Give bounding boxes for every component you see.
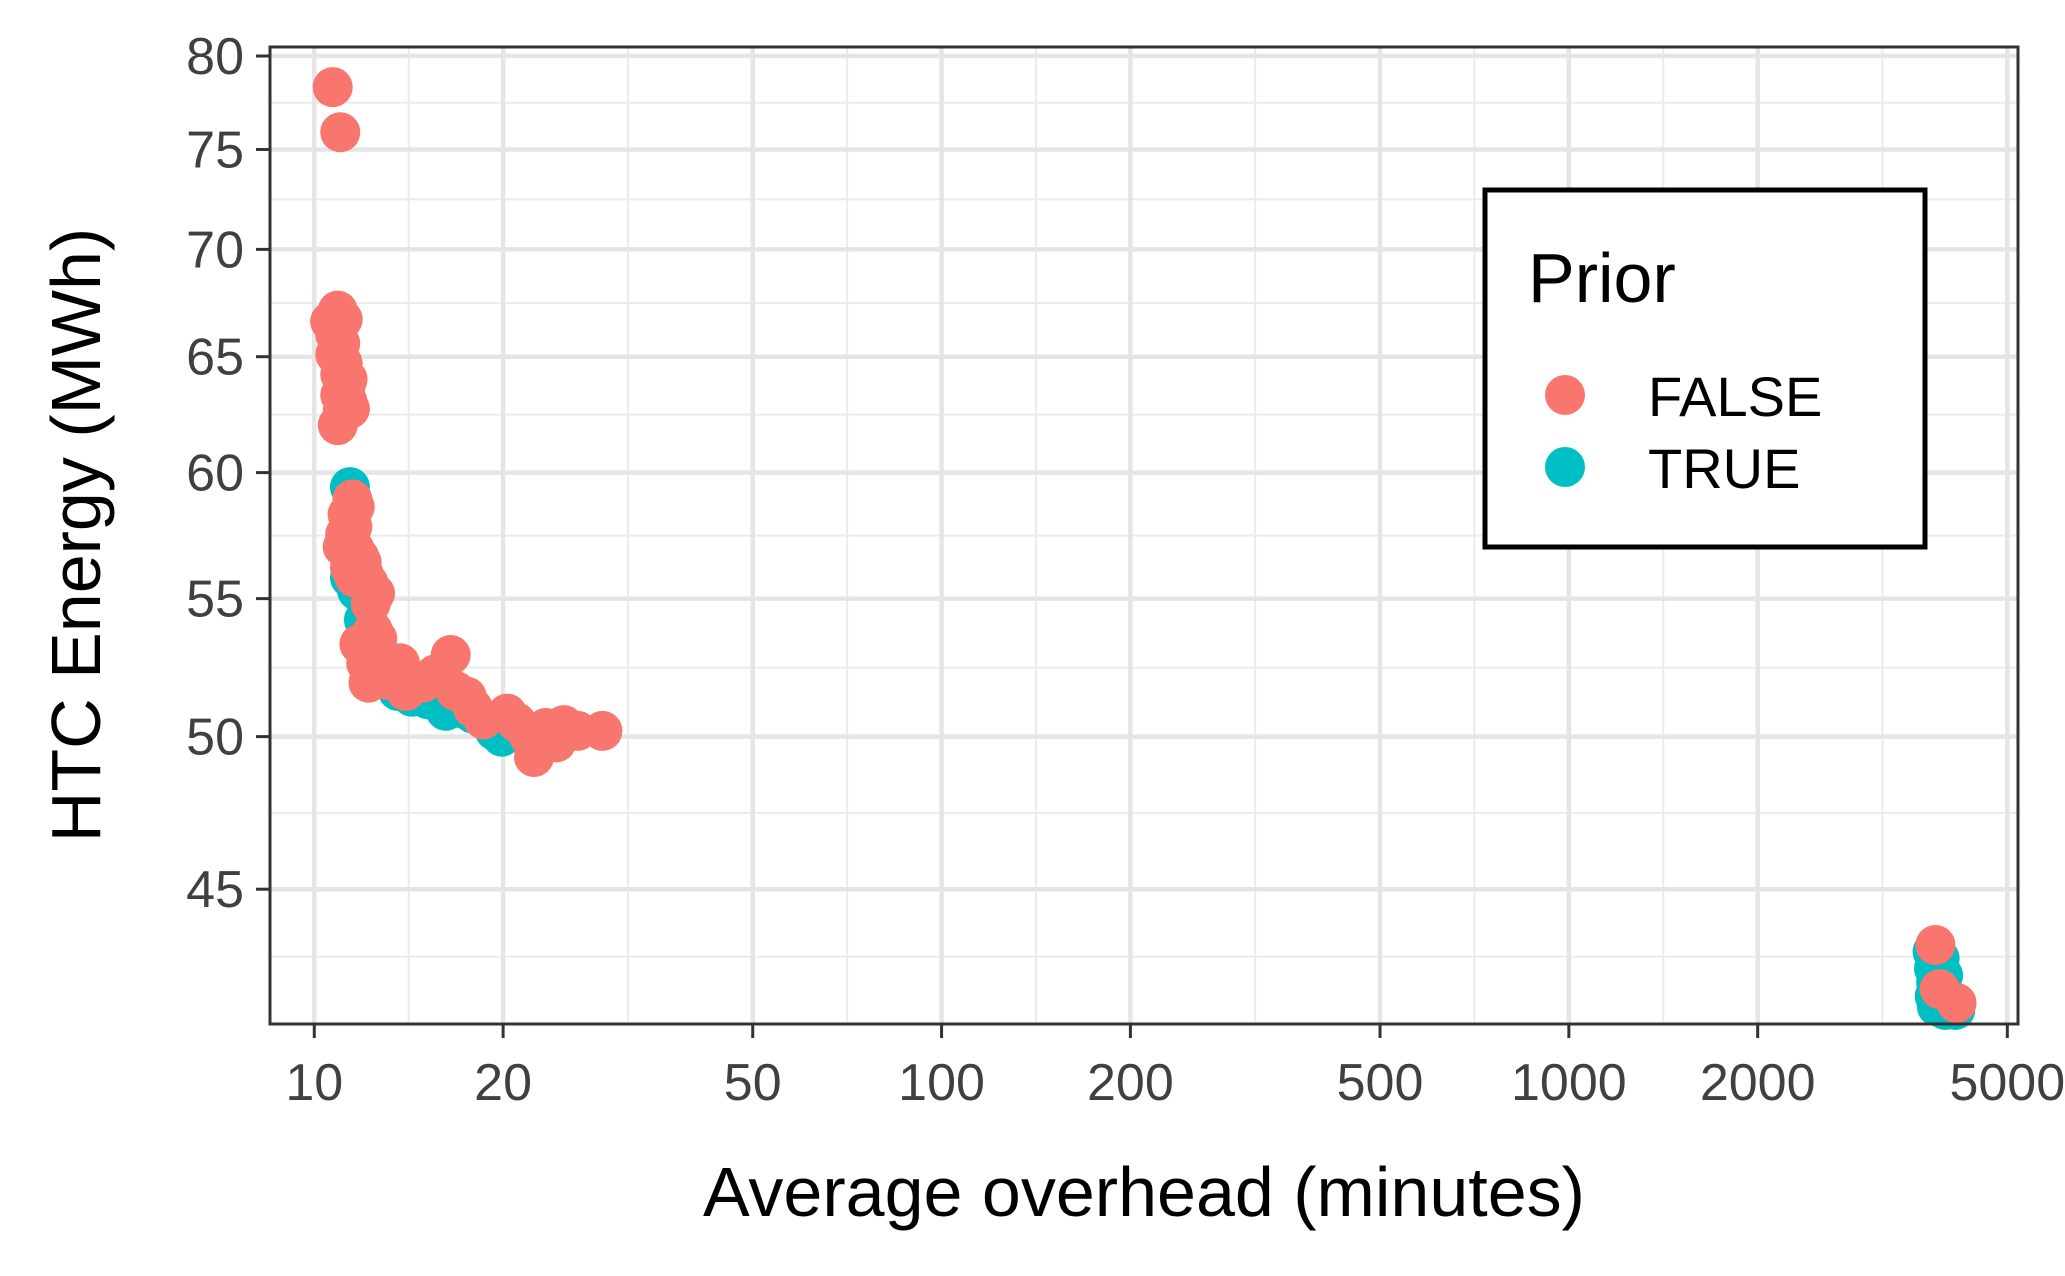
y-tick-label: 80 [186, 28, 244, 86]
y-axis-title: HTC Energy (MWh) [37, 228, 115, 842]
y-tick-label: 75 [186, 121, 244, 179]
y-tick-label: 45 [186, 861, 244, 919]
legend-label-true: TRUE [1648, 437, 1800, 500]
point-false [530, 713, 571, 754]
legend-title: Prior [1528, 239, 1676, 317]
y-tick-label: 55 [186, 571, 244, 629]
legend: Prior FALSE TRUE [1482, 187, 1928, 550]
x-axis: 10 20 50 100 200 500 1000 2000 5000 [285, 1024, 2065, 1112]
x-axis-title: Average overhead (minutes) [703, 1153, 1585, 1231]
x-tick-label: 5000 [1949, 1054, 2065, 1112]
point-false [317, 405, 358, 446]
x-tick-label: 200 [1087, 1054, 1174, 1112]
x-tick-label: 20 [474, 1054, 532, 1112]
point-false [320, 112, 361, 153]
y-tick-label: 50 [186, 709, 244, 767]
point-false [582, 710, 623, 751]
legend-label-false: FALSE [1648, 365, 1822, 428]
plot-panel-border [268, 45, 2020, 1026]
legend-key-true [1545, 447, 1585, 487]
point-false [430, 634, 471, 675]
x-tick-label: 50 [724, 1054, 782, 1112]
point-false [1915, 924, 1956, 965]
x-tick-label: 1000 [1511, 1054, 1627, 1112]
x-tick-label: 10 [285, 1054, 343, 1112]
x-tick-label: 500 [1337, 1054, 1424, 1112]
y-axis: 45 50 55 60 65 70 75 80 [186, 28, 270, 919]
y-tick-label: 70 [186, 221, 244, 279]
legend-key-false [1545, 375, 1585, 415]
legend-box [1482, 187, 1928, 550]
point-false [1936, 982, 1977, 1023]
x-tick-label: 100 [898, 1054, 985, 1112]
y-tick-label: 60 [186, 445, 244, 503]
y-tick-label: 65 [186, 329, 244, 387]
point-false [312, 67, 353, 108]
x-tick-label: 2000 [1700, 1054, 1816, 1112]
series-false-points [310, 67, 1977, 1023]
